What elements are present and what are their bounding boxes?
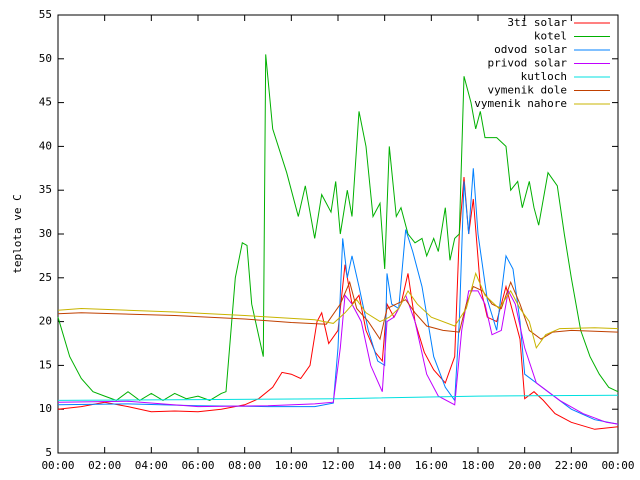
y-tick-label: 20	[39, 315, 52, 328]
y-tick-label: 25	[39, 271, 52, 284]
legend-label: odvod solar	[494, 43, 567, 56]
x-tick-label: 12:00	[321, 459, 354, 472]
series-line	[57, 177, 619, 430]
x-tick-label: 22:00	[555, 459, 588, 472]
series-line	[57, 289, 619, 425]
legend-label: 3ti solar	[507, 16, 567, 29]
legend-label: kutloch	[521, 70, 567, 83]
y-tick-label: 55	[39, 8, 52, 21]
x-tick-label: 04:00	[135, 459, 168, 472]
y-tick-label: 30	[39, 227, 52, 240]
y-tick-label: 35	[39, 183, 52, 196]
legend-label: vymenik nahore	[474, 97, 567, 110]
series-line	[57, 394, 619, 401]
y-tick-label: 10	[39, 402, 52, 415]
x-tick-label: 18:00	[461, 459, 494, 472]
y-tick-label: 40	[39, 139, 52, 152]
legend-label: vymenik dole	[488, 84, 567, 97]
y-tick-label: 50	[39, 52, 52, 65]
legend-label: kotel	[534, 30, 567, 43]
series-line	[57, 271, 619, 350]
series-line	[57, 54, 619, 402]
x-tick-label: 06:00	[181, 459, 214, 472]
x-tick-label: 20:00	[508, 459, 541, 472]
x-tick-label: 00:00	[41, 459, 74, 472]
x-tick-label: 00:00	[601, 459, 634, 472]
y-tick-label: 15	[39, 358, 52, 371]
y-tick-label: 45	[39, 96, 52, 109]
x-tick-label: 10:00	[275, 459, 308, 472]
x-tick-label: 16:00	[415, 459, 448, 472]
series-line	[57, 280, 619, 341]
legend-label: privod solar	[488, 57, 568, 70]
x-tick-label: 02:00	[88, 459, 121, 472]
x-tick-label: 08:00	[228, 459, 261, 472]
plot-border	[57, 14, 619, 454]
y-axis-label: teplota ve C	[11, 194, 24, 273]
y-tick-label: 5	[45, 446, 52, 459]
x-tick-label: 14:00	[368, 459, 401, 472]
